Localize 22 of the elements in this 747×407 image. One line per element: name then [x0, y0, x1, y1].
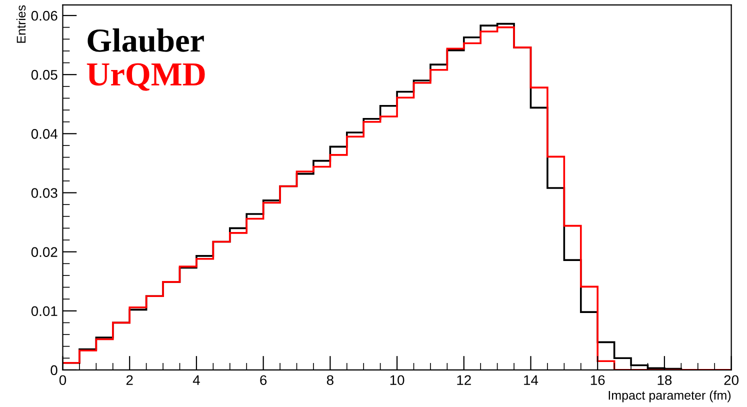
x-tick-label: 18	[658, 375, 672, 386]
x-tick-label: 10	[390, 375, 404, 386]
x-tick-label: 20	[724, 375, 738, 386]
x-tick-label: 16	[590, 375, 605, 386]
text: Glauber	[88, 28, 204, 52]
y-tick-label: 0.02	[31, 247, 58, 257]
y-axis-title: Entries	[16, 5, 26, 43]
y-tick-label: 0	[50, 365, 58, 376]
y-tick-label: 0.03	[31, 188, 58, 198]
x-tick-label: 2	[126, 375, 133, 385]
x-tick-label: 8	[326, 375, 334, 386]
x-tick-label: 6	[260, 375, 267, 386]
x-tick-label: 4	[192, 375, 200, 385]
y-tick-label: 0.06	[31, 10, 58, 21]
y-tick-label: 0.04	[31, 129, 58, 139]
x-tick-label: 0	[59, 375, 66, 386]
x-axis-title: Impact parameter (fm)	[608, 390, 731, 402]
y-tick-label: 0.05	[31, 70, 58, 80]
y-tick-label: 0.01	[31, 306, 58, 316]
x-tick-label: 14	[524, 375, 538, 385]
text: UrQMD	[86, 63, 205, 91]
x-tick-label: 12	[457, 375, 471, 385]
